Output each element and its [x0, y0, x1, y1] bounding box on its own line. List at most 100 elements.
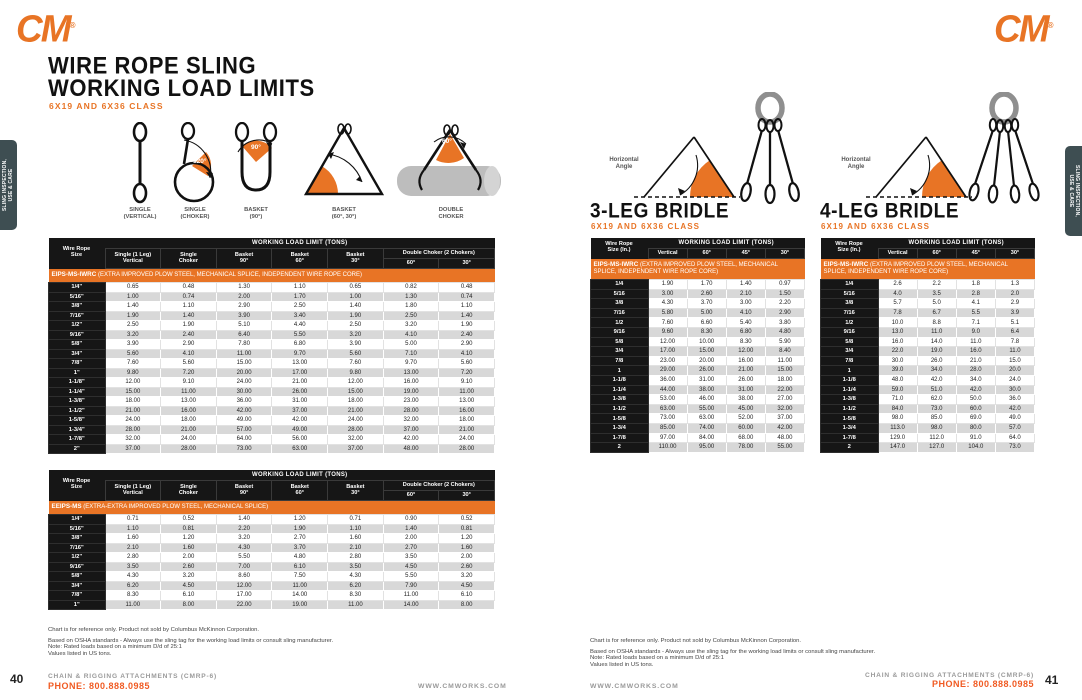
value-cell: 11.0 [955, 336, 996, 348]
value-cell: 21.00 [327, 405, 384, 416]
value-cell: 8.30 [104, 590, 162, 601]
value-cell: 5.90 [764, 336, 806, 348]
value-cell: 64.00 [215, 434, 273, 445]
value-cell: 1.40 [382, 523, 440, 534]
size-cell: 5/16 [820, 288, 879, 300]
value-cell: 1.60 [160, 542, 217, 553]
value-cell: 27.00 [764, 394, 806, 405]
value-cell: 4.30 [104, 571, 162, 582]
value-cell: 42.00 [764, 422, 806, 434]
value-cell: 8.30 [686, 326, 727, 338]
notes-right: Chart is for reference only. Product not… [590, 638, 1010, 668]
value-cell: 48.00 [764, 432, 806, 444]
value-cell: 28.00 [438, 443, 495, 454]
value-cell: 3.70 [686, 298, 727, 309]
angle-value: 90° [251, 144, 261, 151]
value-cell: 8.60 [215, 571, 273, 582]
table-row: 7/16" 2.10 1.60 4.30 3.70 2.10 2.70 1.60 [48, 542, 495, 553]
value-cell: 127.0 [916, 442, 957, 453]
value-cell: 6.60 [686, 317, 727, 328]
value-cell: 3.50 [104, 561, 162, 572]
size-cell: 2" [48, 443, 106, 454]
value-cell: 60.0 [955, 403, 996, 415]
column-header: Single (1 Leg) Vertical [104, 248, 162, 269]
value-cell: 1.60 [327, 533, 384, 544]
horizontal-angle-diagram-3leg: Horizontal Angle [609, 133, 742, 210]
note-line: Chart is for reference only. Product not… [590, 638, 802, 644]
value-cell: 22.00 [764, 384, 806, 396]
value-cell: 1.10 [104, 523, 162, 534]
value-cell: 73.00 [215, 443, 273, 454]
value-cell: 30.00 [215, 386, 273, 397]
single-vertical-sling-icon [132, 122, 148, 204]
catalog-name-left: CHAIN & RIGGING ATTACHMENTS (CMRP-6) [48, 673, 217, 680]
size-cell: 5/8 [590, 336, 649, 348]
value-cell: 5.50 [271, 329, 329, 340]
value-cell: 2.90 [160, 339, 217, 350]
size-cell: 1-3/8" [48, 396, 106, 407]
value-cell: 1.70 [686, 279, 727, 290]
value-cell: 15.00 [215, 358, 273, 369]
table-row: 1 39.0 34.0 28.0 20.0 [820, 365, 1036, 376]
value-cell: 80.0 [955, 422, 996, 434]
value-cell: 16.00 [382, 377, 440, 388]
data-table: Wire Rope Size WORKING LOAD LIMIT (TONS) S… [48, 238, 496, 454]
value-cell: 97.00 [647, 432, 688, 444]
table-row: 2 110.00 95.00 78.00 55.00 [590, 442, 806, 453]
size-header: Wire Rope Size (In.) [590, 238, 648, 259]
value-cell: 26.00 [271, 386, 329, 397]
data-table: Wire Rope Size WORKING LOAD LIMIT (TONS) S… [48, 470, 496, 610]
value-cell: 11.00 [438, 386, 495, 397]
value-cell: 28.00 [327, 424, 384, 435]
size-cell: 1/2" [48, 320, 106, 331]
four-leg-sling-figure [965, 91, 1043, 215]
note-line: Values listed in US tons. [590, 661, 654, 668]
value-cell: 3.90 [215, 310, 273, 321]
value-cell: 5.1 [994, 317, 1036, 328]
value-cell: 1.10 [327, 523, 384, 534]
angle-header: 30° [438, 490, 495, 501]
value-cell: 13.00 [438, 396, 495, 407]
table-row: 1/2" 2.50 1.90 5.10 4.40 2.50 3.20 1.90 [48, 320, 495, 331]
trademark: ® [69, 20, 76, 31]
page-number-right: 41 [1045, 673, 1059, 687]
table-row: 3/8 5.7 5.0 4.1 2.9 [820, 298, 1036, 309]
value-cell: 38.00 [725, 394, 766, 405]
value-cell: 69.0 [955, 413, 996, 424]
value-cell: 34.0 [916, 365, 957, 376]
value-cell: 0.48 [438, 282, 495, 293]
note-line: Chart is for reference only. Product not… [48, 627, 260, 633]
value-cell: 12.00 [725, 346, 766, 357]
value-cell: 60.00 [725, 422, 766, 434]
four-leg-class-subtitle: 6X19 AND 6X36 CLASS [821, 222, 931, 231]
value-cell: 6.10 [160, 590, 217, 601]
value-cell: 5.7 [877, 298, 918, 309]
value-cell: 21.00 [271, 377, 329, 388]
material-band: EIPS-MS-IWRC (EXTRA IMPROVED PLOW STEEL,… [820, 258, 1035, 280]
value-cell: 6.20 [327, 580, 384, 591]
angle-value: 60° [442, 138, 452, 145]
table-row: 3/4" 5.60 4.10 11.00 9.70 5.60 7.10 4.10 [48, 348, 495, 359]
value-cell: 3.20 [215, 533, 273, 544]
value-cell: 0.90 [382, 514, 440, 525]
value-cell: 1.90 [160, 320, 217, 331]
horizontal-angle-diagram-4leg: Horizontal Angle [841, 133, 974, 210]
data-table: Wire Rope Size (In.) WORKING LOAD LIMIT (… [590, 238, 806, 453]
cm-logo-right: CM® [994, 7, 1054, 50]
value-cell: 73.0 [916, 403, 957, 415]
value-cell: 4.80 [271, 552, 329, 563]
note-line: Based on OSHA standards - Always use the… [590, 648, 876, 655]
value-cell: 13.0 [877, 326, 918, 338]
table-row: 5/8" 4.30 3.20 8.60 7.50 4.30 5.50 3.20 [48, 571, 495, 582]
material-band-cell: EIPS-MS-IWRC (EXTRA IMPROVED PLOW STEEL,… [48, 268, 495, 283]
size-cell: 7/16" [48, 310, 106, 321]
table-row: 1-5/8 98.0 85.0 69.0 49.0 [820, 413, 1036, 424]
value-cell: 9.10 [438, 377, 495, 388]
table-row: 1-1/4 59.0 51.0 42.0 30.0 [820, 384, 1036, 396]
value-cell: 12.00 [104, 377, 162, 388]
value-cell: 2.2 [916, 279, 957, 290]
size-cell: 7/16" [48, 542, 106, 553]
value-cell: 28.00 [160, 443, 217, 454]
table-row: 5/8 12.00 10.00 8.30 5.90 [590, 336, 806, 348]
column-header: 60° [916, 248, 957, 259]
